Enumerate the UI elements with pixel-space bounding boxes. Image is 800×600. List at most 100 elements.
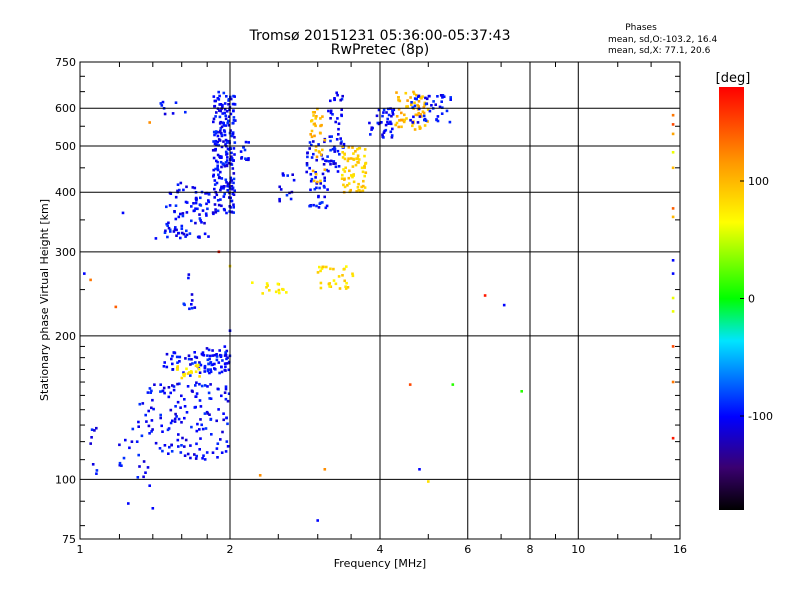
echo-point	[213, 99, 217, 103]
echo-point	[195, 454, 198, 458]
echo-point	[671, 151, 675, 154]
echo-point	[369, 133, 372, 136]
echo-point	[224, 161, 228, 164]
echo-point	[150, 389, 153, 393]
echo-point	[323, 468, 327, 471]
echo-point	[217, 138, 221, 141]
echo-point	[225, 181, 228, 184]
colorbar-tick-label: 0	[748, 293, 755, 306]
echo-point	[208, 357, 211, 361]
echo-point	[319, 286, 323, 290]
echo-point	[183, 416, 186, 420]
echo-point	[232, 102, 236, 106]
echo-point	[203, 370, 206, 373]
echo-point	[206, 412, 210, 415]
echo-point	[203, 412, 207, 415]
echo-point	[361, 189, 365, 193]
echo-point	[364, 171, 368, 174]
echo-point	[170, 443, 173, 447]
echo-point	[211, 363, 215, 366]
echo-point	[122, 456, 126, 460]
echo-point	[180, 444, 183, 447]
echo-point	[346, 159, 350, 163]
echo-point	[342, 268, 346, 271]
echo-point	[415, 93, 418, 97]
echo-point	[211, 354, 215, 357]
echo-point	[343, 185, 347, 189]
echo-point	[89, 278, 92, 282]
echo-point	[324, 206, 328, 210]
echo-point	[435, 118, 438, 121]
echo-point	[199, 219, 202, 222]
echo-point	[220, 132, 223, 135]
echo-point	[232, 119, 236, 122]
echo-point	[336, 93, 339, 97]
echo-point	[131, 427, 135, 431]
echo-point	[208, 397, 211, 400]
echo-point	[423, 118, 426, 122]
echo-point	[199, 437, 202, 440]
echo-point	[95, 469, 99, 472]
echo-point	[224, 387, 228, 391]
x-tick-label: 10	[571, 543, 585, 556]
echo-point	[173, 351, 176, 354]
echo-point	[333, 145, 336, 148]
echo-point	[337, 127, 340, 131]
echo-point	[386, 117, 389, 121]
echo-point	[171, 112, 175, 115]
echo-point	[206, 385, 209, 388]
echo-point	[356, 147, 359, 151]
echo-point	[179, 181, 183, 185]
echo-point	[341, 274, 344, 277]
echo-point	[321, 115, 324, 118]
echo-point	[215, 111, 218, 114]
echo-point	[216, 166, 219, 170]
echo-point	[177, 417, 181, 421]
echo-point	[212, 117, 216, 121]
echo-point	[180, 227, 184, 231]
echo-point	[176, 189, 179, 193]
echo-point	[671, 259, 675, 262]
echo-point	[244, 140, 248, 144]
echo-point	[318, 265, 321, 269]
echo-point	[188, 307, 191, 311]
echo-point	[194, 201, 198, 205]
echo-point	[209, 383, 212, 386]
echo-point	[230, 185, 234, 188]
echo-point	[201, 353, 205, 357]
x-tick-label: 8	[527, 543, 534, 556]
echo-point	[333, 147, 337, 151]
echo-point	[671, 215, 675, 219]
echo-point	[436, 95, 439, 98]
echo-point	[225, 349, 229, 353]
echo-point	[281, 172, 285, 175]
echo-point	[229, 206, 232, 209]
echo-point	[247, 158, 250, 162]
echo-point	[159, 383, 162, 386]
echo-point	[356, 157, 360, 160]
echo-point	[318, 151, 321, 154]
echo-point	[232, 147, 236, 150]
echo-point	[323, 176, 326, 180]
echo-point	[312, 114, 315, 117]
echo-point	[242, 146, 245, 149]
echo-point	[397, 108, 401, 111]
echo-point	[209, 368, 212, 371]
echo-point	[180, 224, 184, 228]
echo-point	[213, 362, 216, 366]
echo-point	[232, 109, 235, 112]
echo-point	[218, 103, 221, 106]
echo-point	[305, 162, 309, 165]
echo-point	[430, 104, 433, 107]
echo-point	[411, 106, 414, 109]
echo-point	[194, 395, 198, 398]
echo-point	[231, 167, 235, 170]
echo-point	[152, 407, 155, 411]
echo-point	[222, 195, 226, 198]
echo-point	[177, 232, 180, 235]
echo-point	[309, 188, 312, 192]
echo-point	[215, 447, 219, 450]
echo-point	[194, 405, 197, 409]
echo-point	[201, 351, 205, 354]
echo-point	[341, 156, 345, 159]
